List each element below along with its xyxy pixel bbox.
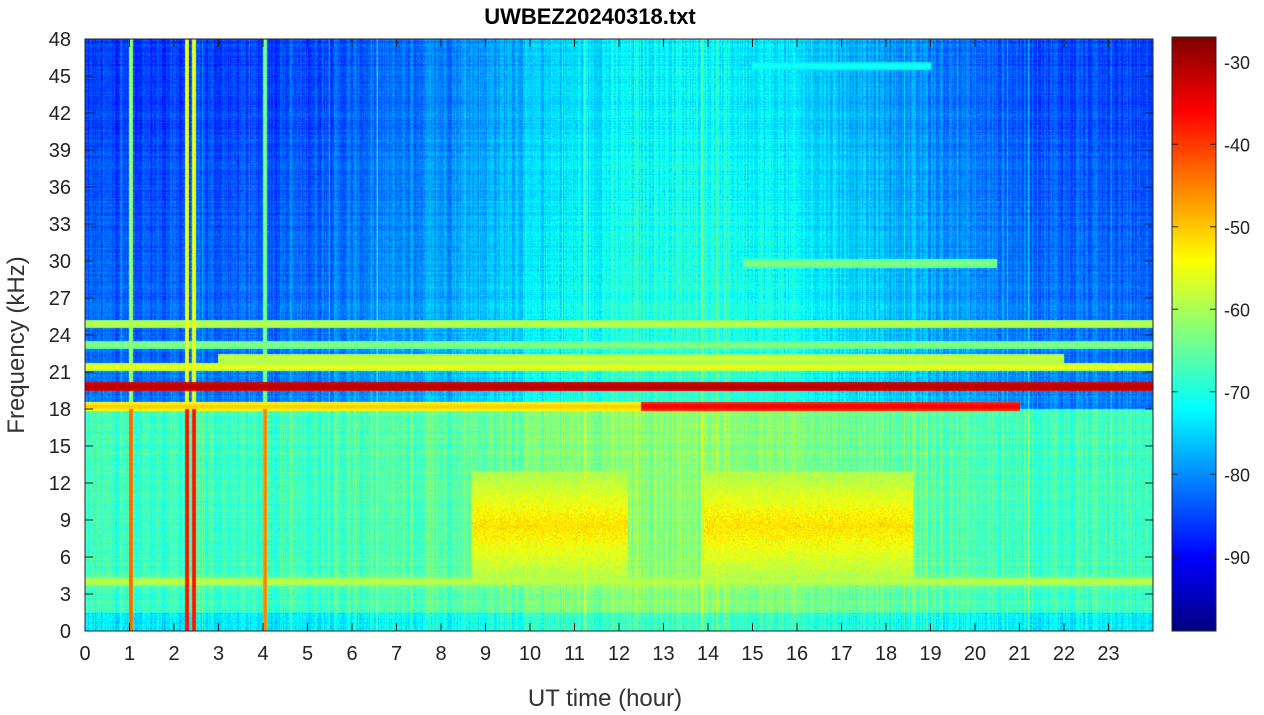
y-tick-label: 30 [49,251,71,273]
x-tick-label: 3 [213,643,224,665]
y-tick-label: 18 [49,399,71,421]
spectrogram-image [85,39,1153,631]
x-tick-label: 18 [875,643,897,665]
y-tick-label: 3 [60,584,71,606]
x-tick-label: 0 [79,643,90,665]
y-tick-label: 33 [49,214,71,236]
y-tick-label: 39 [49,140,71,162]
x-tick-label: 2 [168,643,179,665]
x-tick-label: 13 [652,643,674,665]
x-tick-label: 4 [257,643,268,665]
x-tick-label: 15 [741,643,763,665]
x-tick-label: 17 [830,643,852,665]
y-tick-label: 48 [49,29,71,51]
x-tick-label: 16 [786,643,808,665]
x-axis-label: UT time (hour) [528,685,682,712]
x-tick-label: 6 [346,643,357,665]
y-tick-label: 42 [49,103,71,125]
colorbar-tick-label: -40 [1224,135,1250,155]
x-tick-label: 7 [391,643,402,665]
y-tick-label: 6 [60,547,71,569]
y-tick-label: 21 [49,362,71,384]
colorbar-tick-label: -60 [1224,300,1250,320]
x-axis: 0 1 2 3 4 5 6 7 8 9 10 11 12 13 14 15 16 17 18 19 20 21 22 23 [79,39,1120,665]
colorbar-tick-label: -30 [1224,53,1250,73]
y-tick-label: 27 [49,288,71,310]
colorbar-tick-label: -50 [1224,218,1250,238]
x-tick-label: 19 [919,643,941,665]
x-tick-label: 10 [519,643,541,665]
x-tick-label: 11 [564,643,585,665]
x-tick-label: 14 [697,643,719,665]
y-tick-label: 0 [60,621,71,643]
colorbar-tick-label: -90 [1224,548,1250,568]
x-tick-label: 9 [480,643,491,665]
x-tick-label: 23 [1097,643,1119,665]
y-tick-label: 36 [49,177,71,199]
colorbar: -90 -80 -70 -60 -50 -40 -30 [1171,36,1250,632]
x-tick-label: 20 [964,643,986,665]
x-tick-label: 1 [124,643,135,665]
spectrogram-plot-area: 0 1 2 3 4 5 6 7 8 9 10 11 12 13 14 15 16 17 18 19 20 21 22 23 0… [49,29,1154,665]
colorbar-tick-label: -70 [1224,383,1250,403]
chart-title: UWBEZ20240318.txt [484,4,696,29]
y-axis-label: Frequency (kHz) [3,256,30,433]
colorbar-tick-label: -80 [1224,465,1250,485]
y-tick-label: 15 [49,436,71,458]
x-tick-label: 22 [1053,643,1075,665]
colorbar-gradient [1171,36,1217,632]
x-tick-label: 5 [302,643,313,665]
y-tick-label: 9 [60,510,71,532]
y-tick-label: 24 [49,325,71,347]
colorbar-ticks: -90 -80 -70 -60 -50 -40 -30 [1172,53,1250,568]
x-tick-label: 8 [435,643,446,665]
y-tick-label: 12 [49,473,71,495]
x-tick-label: 12 [608,643,630,665]
x-tick-label: 21 [1008,643,1030,665]
y-tick-label: 45 [49,66,71,88]
